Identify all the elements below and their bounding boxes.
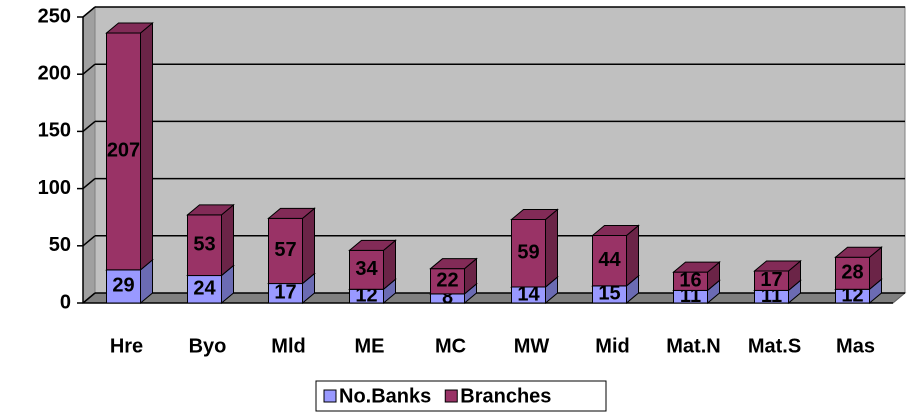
bar-top xyxy=(429,258,478,270)
x-tick-label: Mid xyxy=(595,335,629,357)
bar-side xyxy=(302,207,315,285)
data-label: 22 xyxy=(436,270,458,292)
grid-line xyxy=(82,63,96,75)
data-label: 207 xyxy=(107,140,140,162)
x-tick-label: Mat.S xyxy=(748,335,801,357)
data-label: 59 xyxy=(517,242,539,264)
legend-swatch xyxy=(444,389,458,403)
legend-label: Branches xyxy=(460,385,551,407)
bar-top xyxy=(267,207,316,219)
data-label: 17 xyxy=(274,282,296,304)
grid-line xyxy=(82,235,96,247)
x-tick-label: Mat.N xyxy=(666,335,720,357)
x-tick-label: ME xyxy=(355,335,385,357)
x-tick-label: MC xyxy=(435,335,466,357)
data-label: 12 xyxy=(355,284,377,306)
data-label: 28 xyxy=(841,262,863,284)
legend-label: No.Banks xyxy=(339,385,431,407)
legend-box xyxy=(315,380,607,412)
bar-top xyxy=(105,22,154,34)
data-label: 53 xyxy=(193,234,215,256)
bar-top xyxy=(186,204,235,216)
x-tick-label: Byo xyxy=(189,335,227,357)
grid-line xyxy=(82,178,96,190)
side-wall xyxy=(82,5,96,305)
data-label: 29 xyxy=(112,275,134,297)
y-tick-label: 150 xyxy=(38,120,71,142)
data-label: 16 xyxy=(679,270,701,292)
y-tick-label: 200 xyxy=(38,62,71,84)
y-tick-label: 50 xyxy=(49,234,71,256)
bar xyxy=(511,218,546,288)
grid-line xyxy=(82,120,96,132)
grid-line xyxy=(82,292,96,304)
data-label: 14 xyxy=(517,283,540,305)
y-tick-label: 0 xyxy=(60,291,71,313)
data-label: 15 xyxy=(598,283,620,305)
data-label: 12 xyxy=(841,284,863,306)
bar-top xyxy=(834,246,883,258)
data-label: 44 xyxy=(598,249,621,271)
x-tick-label: Mld xyxy=(271,335,305,357)
data-label: 34 xyxy=(355,258,378,280)
data-label: 57 xyxy=(274,239,296,261)
bar-side xyxy=(140,21,153,271)
bar xyxy=(349,249,384,290)
data-label: 8 xyxy=(442,287,453,309)
bar-top xyxy=(348,239,397,251)
data-label: 17 xyxy=(760,269,782,291)
bar-side xyxy=(221,203,234,277)
bar-top xyxy=(591,225,640,237)
bar-top xyxy=(753,260,802,272)
legend-swatch xyxy=(323,389,337,403)
x-tick-label: Mas xyxy=(836,335,875,357)
bar-side xyxy=(545,208,558,289)
x-tick-label: Hre xyxy=(110,335,143,357)
bar-top xyxy=(510,208,559,220)
bar xyxy=(187,214,222,277)
y-tick-label: 250 xyxy=(38,5,71,27)
bar-top xyxy=(672,261,721,273)
y-tick-label: 100 xyxy=(38,177,71,199)
x-tick-label: MW xyxy=(514,335,550,357)
data-label: 24 xyxy=(193,278,216,300)
grid-line xyxy=(82,6,96,18)
